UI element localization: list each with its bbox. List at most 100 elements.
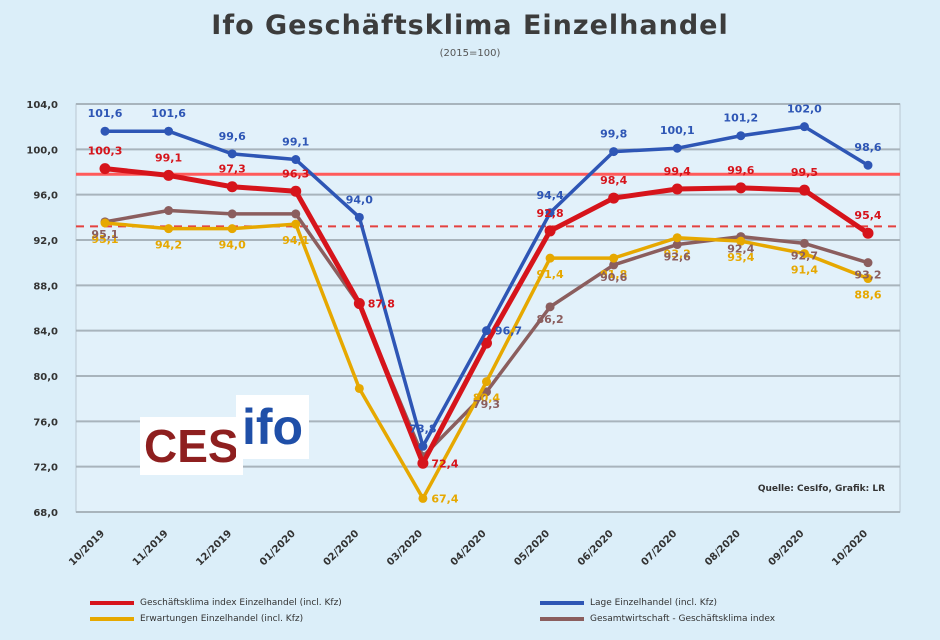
data-point [544, 225, 556, 237]
x-tick-label: 02/2020 [322, 528, 362, 568]
data-point [290, 185, 302, 197]
x-tick-label: 10/2019 [67, 528, 107, 568]
data-point [735, 182, 747, 194]
data-point [545, 208, 555, 218]
data-label: 91,4 [791, 264, 818, 277]
x-tick-label: 07/2020 [639, 528, 679, 568]
data-label: 91,8 [600, 268, 627, 281]
data-label: 99,6 [219, 130, 246, 143]
data-point [609, 260, 619, 270]
data-point [671, 183, 683, 195]
data-point [608, 192, 620, 204]
data-point [799, 238, 809, 248]
data-label: 99,5 [791, 166, 818, 179]
x-tick-label: 11/2019 [131, 528, 171, 568]
x-tick-label: 04/2020 [449, 528, 489, 568]
data-label: 80,4 [473, 392, 500, 405]
data-point [418, 493, 428, 503]
data-label: 90,6 [600, 271, 627, 284]
legend-label: Erwartungen Einzelhandel (incl. Kfz) [140, 614, 304, 624]
data-label: 93,4 [727, 251, 754, 264]
data-label: 73,8 [409, 422, 436, 435]
data-label: 88,6 [854, 289, 881, 302]
data-point [291, 209, 301, 219]
x-tick-label: 12/2019 [194, 528, 234, 568]
data-point [482, 387, 491, 397]
x-tick-label: 05/2020 [512, 528, 552, 568]
data-label: 92,6 [664, 251, 691, 264]
data-labels: 101,6 101,6 99,6 99,1 94,0 73,8 94,4 99,8 100,1 1… [88, 103, 882, 506]
data-label: 79,3 [473, 398, 500, 411]
data-label: 93,2 [854, 269, 881, 282]
data-point [481, 337, 492, 349]
data-label: 99,6 [727, 164, 754, 177]
data-point [736, 131, 746, 141]
data-label: 91,4 [537, 268, 564, 281]
legend-label: Geschäftsklima index Einzelhandel (incl.… [140, 598, 342, 608]
data-point [798, 184, 810, 196]
data-point [863, 274, 873, 284]
data-point [354, 212, 364, 222]
data-label: 95,4 [854, 209, 881, 222]
data-label: 93,2 [664, 248, 691, 261]
reference-lines [76, 172, 900, 228]
y-tick-label: 88,0 [33, 281, 58, 292]
data-point [164, 224, 174, 234]
data-point [672, 233, 682, 243]
data-point [672, 240, 682, 250]
data-label: 92,7 [791, 249, 818, 262]
data-label: 87,8 [368, 297, 395, 310]
data-point [227, 149, 237, 159]
data-point [482, 377, 491, 387]
x-tick-label: 01/2020 [258, 528, 298, 568]
data-point [227, 224, 237, 234]
x-tick-label: 10/2020 [830, 528, 870, 568]
x-tick-label: 06/2020 [576, 528, 616, 568]
data-point [100, 126, 110, 136]
data-point [545, 253, 555, 263]
data-label: 96,7 [495, 325, 522, 338]
data-label: 99,4 [664, 165, 691, 178]
source-note: Quelle: CesIfo, Grafik: LR [757, 484, 885, 494]
y-tick-label: 80,0 [33, 372, 58, 383]
y-tick-label: 100,0 [26, 145, 58, 156]
data-point [863, 160, 873, 170]
y-tick-label: 72,0 [33, 463, 58, 474]
data-point [227, 209, 237, 219]
data-point [163, 169, 175, 181]
chart-title: Ifo Geschäftsklima Einzelhandel [211, 10, 729, 41]
chart-subtitle: (2015=100) [439, 48, 501, 59]
data-point [100, 218, 110, 228]
y-tick-label: 76,0 [33, 417, 58, 428]
data-point [99, 163, 111, 175]
data-label: 94,4 [537, 189, 564, 202]
data-label: 94,0 [346, 193, 373, 206]
legend-swatch-blue [540, 601, 584, 605]
data-point [354, 383, 364, 393]
data-point [291, 219, 301, 229]
data-point [736, 236, 746, 246]
data-label: 95,1 [91, 233, 118, 246]
y-tick-label: 104,0 [26, 100, 58, 111]
data-label: 95,1 [91, 228, 118, 241]
data-point [164, 206, 174, 216]
data-label: 101,2 [723, 112, 758, 125]
data-label: 92,8 [537, 207, 564, 220]
data-label: 98,6 [854, 141, 881, 154]
legend-item-erwartungen: Erwartungen Einzelhandel (incl. Kfz) [90, 614, 303, 624]
data-label: 99,8 [600, 128, 627, 141]
data-label: 98,4 [600, 174, 627, 187]
data-point [609, 253, 619, 263]
legend-swatch-gold [90, 617, 134, 621]
legend-item-gesamtwirtschaft: Gesamtwirtschaft - Geschäftsklima index [540, 614, 775, 624]
data-point [799, 249, 809, 259]
data-label: 94,0 [219, 239, 246, 252]
data-label: 92,4 [727, 243, 754, 256]
data-point [672, 143, 682, 153]
cesifo-logo: CES ifo [140, 395, 310, 505]
data-point [417, 457, 429, 469]
data-point [862, 227, 874, 239]
data-point [609, 147, 619, 157]
legend-item-geschaeftsklima: Geschäftsklima index Einzelhandel (incl.… [90, 598, 342, 608]
data-label: 97,3 [219, 163, 246, 176]
